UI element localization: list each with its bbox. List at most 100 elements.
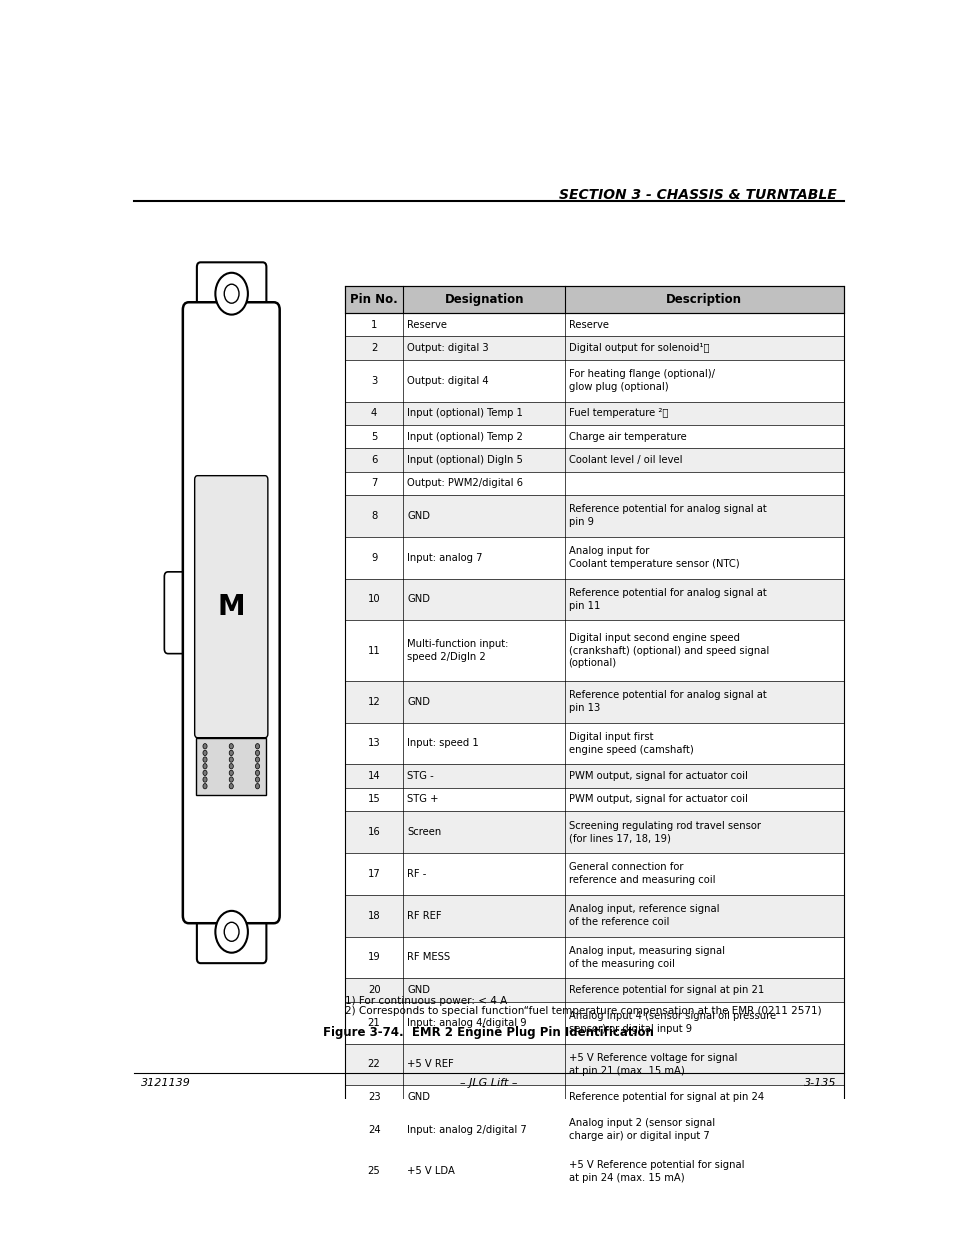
Text: Input: analog 4/digital 9: Input: analog 4/digital 9 bbox=[407, 1018, 526, 1028]
FancyBboxPatch shape bbox=[344, 811, 842, 853]
FancyBboxPatch shape bbox=[344, 1044, 842, 1086]
Text: 8: 8 bbox=[371, 511, 376, 521]
Circle shape bbox=[203, 757, 207, 762]
Circle shape bbox=[203, 743, 207, 748]
FancyBboxPatch shape bbox=[196, 902, 266, 963]
Text: 3121139: 3121139 bbox=[141, 1078, 192, 1088]
Circle shape bbox=[229, 783, 233, 789]
Text: Input: speed 1: Input: speed 1 bbox=[407, 739, 478, 748]
Circle shape bbox=[255, 743, 259, 748]
Text: Designation: Designation bbox=[444, 293, 523, 306]
FancyBboxPatch shape bbox=[344, 472, 842, 495]
Text: Multi-function input:
speed 2/DigIn 2: Multi-function input: speed 2/DigIn 2 bbox=[407, 640, 508, 662]
Text: +5 V REF: +5 V REF bbox=[407, 1060, 454, 1070]
Text: 16: 16 bbox=[367, 827, 380, 837]
FancyBboxPatch shape bbox=[344, 287, 842, 314]
Circle shape bbox=[255, 750, 259, 756]
FancyBboxPatch shape bbox=[164, 572, 195, 653]
Text: 4: 4 bbox=[371, 409, 376, 419]
Circle shape bbox=[255, 783, 259, 789]
Text: Reference potential for signal at pin 24: Reference potential for signal at pin 24 bbox=[568, 1092, 763, 1102]
Circle shape bbox=[203, 750, 207, 756]
Text: Input (optional) DigIn 5: Input (optional) DigIn 5 bbox=[407, 454, 522, 464]
Text: 19: 19 bbox=[367, 952, 380, 962]
Text: SECTION 3 - CHASSIS & TURNTABLE: SECTION 3 - CHASSIS & TURNTABLE bbox=[558, 188, 836, 203]
Text: PWM output, signal for actuator coil: PWM output, signal for actuator coil bbox=[568, 794, 747, 804]
Text: – JLG Lift –: – JLG Lift – bbox=[459, 1078, 517, 1088]
FancyBboxPatch shape bbox=[344, 448, 842, 472]
Circle shape bbox=[215, 911, 248, 952]
Text: 5: 5 bbox=[371, 431, 376, 442]
Text: Reference potential for analog signal at
pin 9: Reference potential for analog signal at… bbox=[568, 504, 765, 527]
Text: Reference potential for analog signal at
pin 11: Reference potential for analog signal at… bbox=[568, 588, 765, 611]
FancyBboxPatch shape bbox=[194, 475, 268, 737]
FancyBboxPatch shape bbox=[344, 722, 842, 764]
Circle shape bbox=[203, 763, 207, 769]
FancyBboxPatch shape bbox=[344, 495, 842, 537]
Text: Analog input for
Coolant temperature sensor (NTC): Analog input for Coolant temperature sen… bbox=[568, 546, 739, 569]
Text: Reserve: Reserve bbox=[407, 320, 447, 330]
Circle shape bbox=[224, 284, 239, 304]
FancyBboxPatch shape bbox=[196, 262, 266, 324]
Text: 12: 12 bbox=[367, 697, 380, 706]
Text: +5 V Reference voltage for signal
at pin 21 (max. 15 mA): +5 V Reference voltage for signal at pin… bbox=[568, 1053, 737, 1076]
Text: Coolant level / oil level: Coolant level / oil level bbox=[568, 454, 681, 464]
Text: Digital input first
engine speed (camshaft): Digital input first engine speed (camsha… bbox=[568, 732, 693, 755]
Circle shape bbox=[229, 771, 233, 776]
FancyBboxPatch shape bbox=[344, 1086, 842, 1109]
Text: 13: 13 bbox=[368, 739, 380, 748]
Circle shape bbox=[229, 757, 233, 762]
FancyBboxPatch shape bbox=[344, 578, 842, 620]
Text: Analog input, measuring signal
of the measuring coil: Analog input, measuring signal of the me… bbox=[568, 946, 724, 969]
FancyBboxPatch shape bbox=[196, 737, 266, 795]
Text: For heating flange (optional)/
glow plug (optional): For heating flange (optional)/ glow plug… bbox=[568, 369, 714, 391]
Text: 3: 3 bbox=[371, 375, 376, 385]
Text: 1) For continuous power: < 4 A: 1) For continuous power: < 4 A bbox=[344, 997, 506, 1007]
Text: Digital output for solenoid¹⧸: Digital output for solenoid¹⧸ bbox=[568, 343, 708, 353]
Text: GND: GND bbox=[407, 1092, 430, 1102]
Text: Output: digital 3: Output: digital 3 bbox=[407, 343, 488, 353]
Text: PWM output, signal for actuator coil: PWM output, signal for actuator coil bbox=[568, 771, 747, 781]
Text: Screening regulating rod travel sensor
(for lines 17, 18, 19): Screening regulating rod travel sensor (… bbox=[568, 820, 760, 844]
Circle shape bbox=[255, 777, 259, 782]
Text: Description: Description bbox=[666, 293, 741, 306]
FancyBboxPatch shape bbox=[344, 1002, 842, 1044]
Circle shape bbox=[203, 777, 207, 782]
Circle shape bbox=[229, 763, 233, 769]
FancyBboxPatch shape bbox=[344, 936, 842, 978]
Text: Screen: Screen bbox=[407, 827, 441, 837]
Text: 11: 11 bbox=[367, 646, 380, 656]
FancyBboxPatch shape bbox=[344, 1151, 842, 1192]
Text: Output: digital 4: Output: digital 4 bbox=[407, 375, 488, 385]
Text: Output: PWM2/digital 6: Output: PWM2/digital 6 bbox=[407, 478, 522, 488]
Text: 2) Corresponds to special function“fuel temperature compensation at the EMR (021: 2) Corresponds to special function“fuel … bbox=[344, 1007, 821, 1016]
Circle shape bbox=[229, 743, 233, 748]
Text: 10: 10 bbox=[368, 594, 380, 604]
Text: M: M bbox=[217, 593, 245, 621]
Text: 22: 22 bbox=[367, 1060, 380, 1070]
Text: Figure 3-74.  EMR 2 Engine Plug Pin Identification: Figure 3-74. EMR 2 Engine Plug Pin Ident… bbox=[323, 1026, 654, 1039]
FancyBboxPatch shape bbox=[344, 359, 842, 401]
Circle shape bbox=[229, 777, 233, 782]
FancyBboxPatch shape bbox=[344, 853, 842, 894]
Text: Input: analog 7: Input: analog 7 bbox=[407, 552, 482, 563]
FancyBboxPatch shape bbox=[344, 425, 842, 448]
Text: +5 V Reference potential for signal
at pin 24 (max. 15 mA): +5 V Reference potential for signal at p… bbox=[568, 1160, 743, 1183]
Text: RF -: RF - bbox=[407, 868, 426, 879]
Circle shape bbox=[255, 771, 259, 776]
Circle shape bbox=[255, 757, 259, 762]
Text: 23: 23 bbox=[368, 1092, 380, 1102]
Text: Analog input 2 (sensor signal
charge air) or digital input 7: Analog input 2 (sensor signal charge air… bbox=[568, 1118, 714, 1141]
FancyBboxPatch shape bbox=[344, 764, 842, 788]
Text: 14: 14 bbox=[368, 771, 380, 781]
Text: RF MESS: RF MESS bbox=[407, 952, 450, 962]
FancyBboxPatch shape bbox=[344, 314, 842, 336]
FancyBboxPatch shape bbox=[344, 620, 842, 680]
Text: 9: 9 bbox=[371, 552, 376, 563]
FancyBboxPatch shape bbox=[344, 894, 842, 936]
FancyBboxPatch shape bbox=[344, 978, 842, 1002]
Text: STG +: STG + bbox=[407, 794, 438, 804]
Text: GND: GND bbox=[407, 511, 430, 521]
Circle shape bbox=[203, 771, 207, 776]
Text: Reference potential for signal at pin 21: Reference potential for signal at pin 21 bbox=[568, 986, 763, 995]
